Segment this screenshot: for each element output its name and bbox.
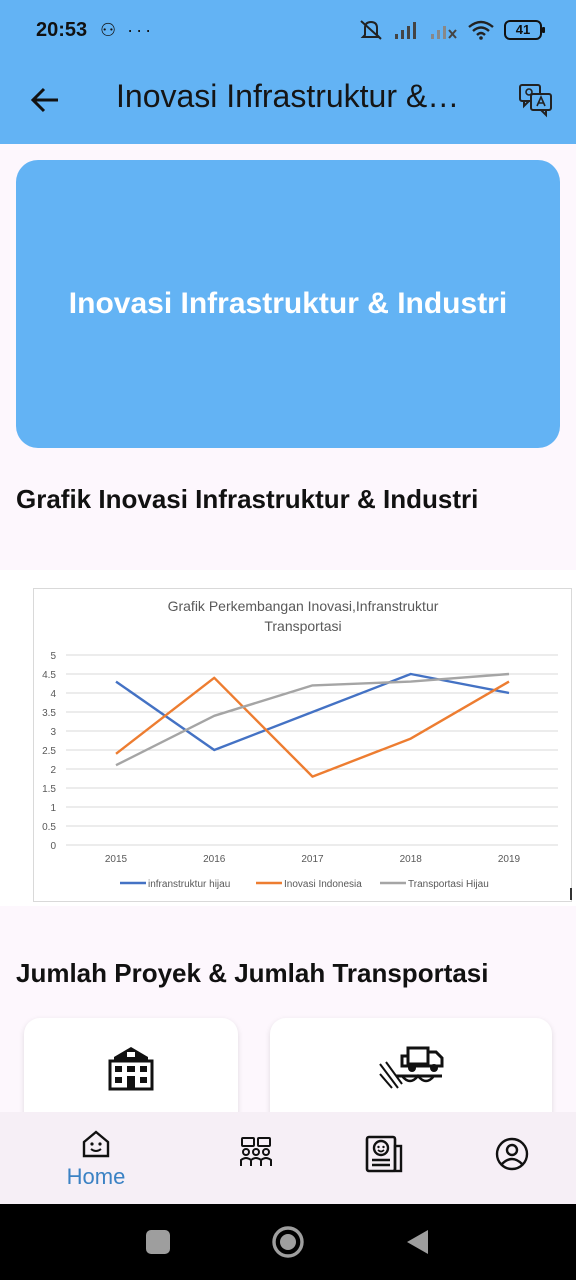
profile-icon	[495, 1137, 529, 1171]
y-tick-label: 2	[50, 765, 56, 776]
notification-icons: ⚇ ···	[100, 20, 155, 40]
recent-apps-icon[interactable]	[145, 1229, 171, 1255]
nav-community[interactable]	[216, 1112, 296, 1204]
counts-section-title: Jumlah Proyek & Jumlah Transportasi	[16, 958, 489, 988]
back-triangle-icon[interactable]	[404, 1228, 430, 1256]
nav-home[interactable]: Home	[56, 1112, 136, 1204]
series-line	[115, 672, 510, 752]
mute-icon	[360, 20, 382, 40]
y-tick-label: 5	[50, 651, 56, 662]
y-tick-label: 0.5	[42, 822, 56, 833]
chart-title-line: Transportasi	[264, 618, 341, 634]
chart-edge-mark	[570, 888, 572, 900]
community-icon	[240, 1137, 272, 1166]
y-tick-label: 4.5	[42, 670, 56, 681]
hero-title: Inovasi Infrastruktur & Industri	[68, 287, 508, 320]
wifi-icon	[468, 20, 494, 40]
y-tick-label: 3.5	[42, 708, 56, 719]
series-line	[115, 672, 510, 767]
signal-icon	[395, 22, 416, 39]
chart-section-title: Grafik Inovasi Infrastruktur & Industri	[16, 484, 479, 514]
truck-bridge-icon	[379, 1046, 444, 1089]
home-circle-icon[interactable]	[271, 1225, 305, 1259]
chart-title-line: Grafik Perkembangan Inovasi,Infranstrukt…	[168, 598, 439, 614]
transport-count-card[interactable]	[270, 1018, 552, 1128]
nav-report[interactable]	[344, 1112, 424, 1204]
page-title: Inovasi Infrastruktur & Industri	[116, 78, 466, 114]
building-icon	[108, 1047, 154, 1091]
line-chart: Grafik Perkembangan Inovasi,Infranstrukt…	[42, 598, 558, 890]
hero-banner: Inovasi Infrastruktur & Industri	[16, 160, 560, 448]
y-tick-label: 1.5	[42, 784, 56, 795]
x-tick-label: 2019	[498, 854, 521, 865]
status-right-icons: 41	[358, 18, 545, 42]
x-tick-label: 2017	[301, 854, 324, 865]
y-tick-label: 1	[50, 803, 56, 814]
y-tick-label: 0	[50, 841, 56, 852]
y-tick-label: 3	[50, 727, 56, 738]
nav-profile[interactable]	[472, 1112, 552, 1204]
x-tick-label: 2016	[203, 854, 226, 865]
chart-frame: Grafik Perkembangan Inovasi,Infranstrukt…	[33, 588, 572, 902]
legend-label: Inovasi Indonesia	[284, 879, 362, 890]
project-count-card[interactable]	[24, 1018, 238, 1128]
y-tick-label: 2.5	[42, 746, 56, 757]
status-time: 20:53	[36, 19, 88, 41]
series-line	[115, 676, 510, 778]
back-arrow-icon[interactable]	[26, 80, 66, 120]
legend-label: Transportasi Hijau	[408, 879, 489, 890]
translate-icon[interactable]	[518, 82, 554, 118]
system-navigation-bar	[0, 1204, 576, 1280]
battery-icon: 41	[504, 20, 545, 40]
x-tick-label: 2015	[105, 854, 128, 865]
home-icon	[82, 1130, 110, 1158]
chart-container: Grafik Perkembangan Inovasi,Infranstrukt…	[0, 570, 576, 906]
bottom-navigation: Home	[0, 1112, 576, 1204]
x-tick-label: 2018	[400, 854, 423, 865]
status-bar: 20:53 ⚇ ··· 41	[0, 0, 576, 60]
y-tick-label: 4	[50, 689, 56, 700]
legend-label: infranstruktur hijau	[148, 879, 230, 890]
report-icon	[365, 1135, 403, 1173]
app-bar: Inovasi Infrastruktur & Industri	[0, 60, 576, 144]
signal-off-icon	[431, 26, 457, 39]
nav-home-label: Home	[66, 1164, 126, 1189]
